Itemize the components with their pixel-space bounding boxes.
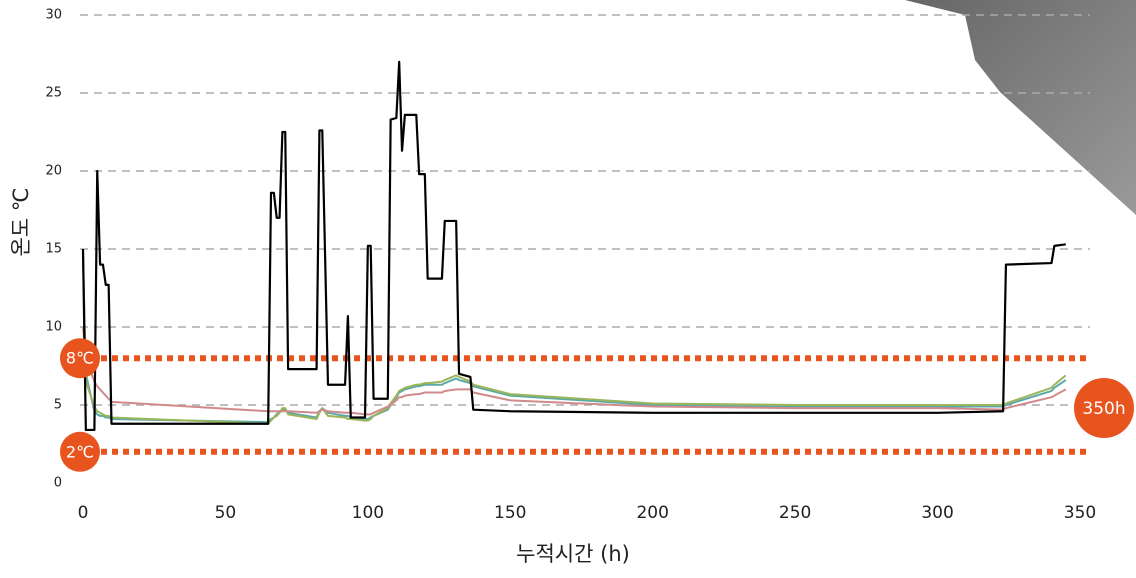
end-marker-badge bbox=[1074, 378, 1134, 438]
threshold-label: 8℃ bbox=[66, 349, 94, 368]
background-shape bbox=[905, 0, 1136, 215]
x-tick-label: 50 bbox=[215, 503, 237, 523]
x-tick-label: 250 bbox=[779, 503, 811, 523]
y-tick-label: 30 bbox=[45, 8, 62, 23]
y-tick-label: 25 bbox=[45, 86, 62, 101]
threshold-badge bbox=[60, 431, 100, 472]
x-tick-label: 150 bbox=[494, 503, 526, 523]
x-tick-label: 300 bbox=[921, 503, 953, 523]
y-axis-label: 온도 ℃ bbox=[9, 188, 33, 257]
x-tick-label: 350 bbox=[1064, 503, 1096, 523]
end-marker-label: 350h bbox=[1082, 399, 1125, 419]
series-line bbox=[82, 326, 1067, 416]
series-line bbox=[82, 256, 1067, 425]
x-tick-label: 0 bbox=[78, 503, 89, 523]
y-tick-label: 0 bbox=[54, 476, 62, 491]
y-tick-label: 15 bbox=[45, 242, 62, 257]
y-tick-label: 10 bbox=[45, 320, 62, 335]
threshold-badge bbox=[60, 338, 100, 379]
y-tick-label: 5 bbox=[54, 398, 62, 413]
y-tick-label: 20 bbox=[45, 164, 62, 179]
x-tick-label: 100 bbox=[352, 503, 384, 523]
series-line bbox=[82, 252, 1067, 424]
x-axis-label: 누적시간 (h) bbox=[516, 542, 630, 566]
threshold-label: 2℃ bbox=[66, 442, 94, 461]
x-tick-label: 200 bbox=[636, 503, 668, 523]
series-line bbox=[81, 60, 1066, 432]
